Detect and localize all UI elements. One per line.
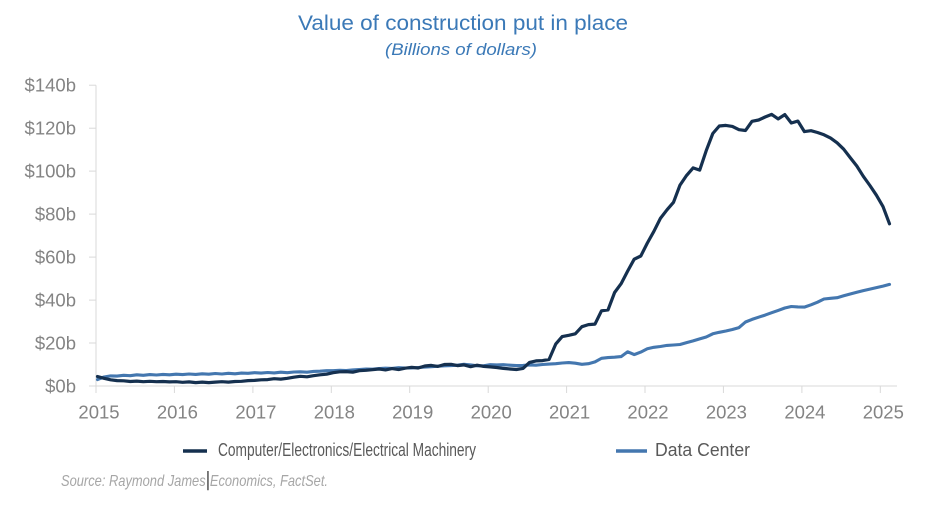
svg-text:2015: 2015 [78,402,119,423]
svg-text:2019: 2019 [392,402,433,423]
svg-text:$0b: $0b [45,376,76,397]
svg-text:2021: 2021 [549,402,590,423]
svg-text:Data Center: Data Center [655,440,750,460]
svg-text:2020: 2020 [471,402,512,423]
svg-text:2024: 2024 [784,402,825,423]
svg-text:$40b: $40b [35,290,76,311]
svg-text:$80b: $80b [35,204,76,225]
svg-text:2017: 2017 [235,402,276,423]
svg-text:$20b: $20b [35,333,76,354]
svg-text:$120b: $120b [25,118,76,139]
svg-text:2018: 2018 [314,402,355,423]
svg-text:2016: 2016 [157,402,198,423]
svg-text:2022: 2022 [627,402,668,423]
svg-text:Source: Raymond James|Economic: Source: Raymond James|Economics, FactSet… [61,469,328,491]
svg-text:Value of construction put in p: Value of construction put in place [298,12,628,35]
svg-text:2023: 2023 [706,402,747,423]
svg-text:$100b: $100b [25,161,76,182]
svg-text:2025: 2025 [863,402,904,423]
svg-text:(Billions of dollars): (Billions of dollars) [385,40,537,59]
svg-text:$140b: $140b [25,75,76,96]
svg-text:Computer/Electronics/Electrica: Computer/Electronics/Electrical Machiner… [218,440,476,460]
svg-text:$60b: $60b [35,247,76,268]
